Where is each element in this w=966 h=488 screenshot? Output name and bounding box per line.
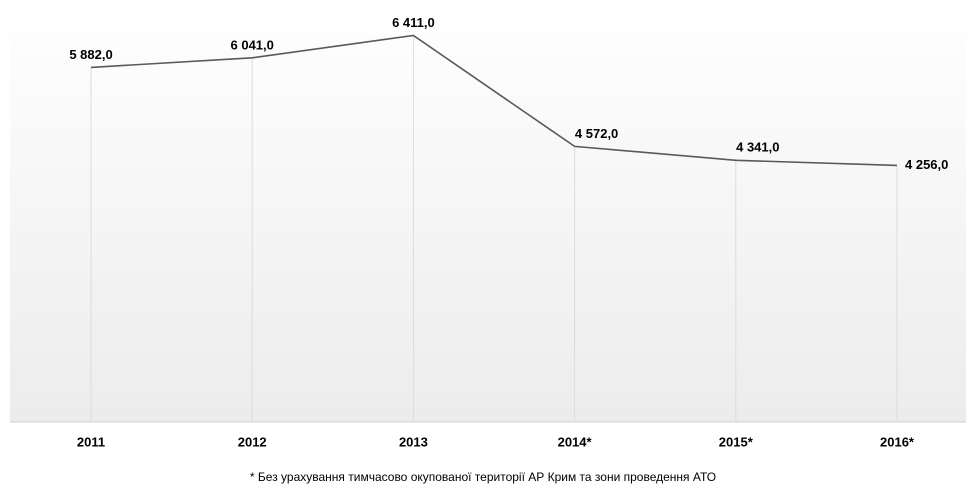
data-label: 6 411,0 xyxy=(392,15,435,30)
footnote: * Без урахування тимчасово окупованої те… xyxy=(250,470,716,484)
x-tick-label: 2013 xyxy=(399,434,428,449)
series-line xyxy=(90,34,898,167)
x-tick-label: 2014* xyxy=(558,434,593,449)
plot-area xyxy=(10,0,966,422)
data-label: 4 572,0 xyxy=(575,126,618,141)
x-tick-label: 2015* xyxy=(719,434,754,449)
data-label: 4 256,0 xyxy=(905,157,948,172)
x-tick-label: 2011 xyxy=(77,434,105,449)
data-label: 4 341,0 xyxy=(736,140,779,155)
data-label: 5 882,0 xyxy=(69,47,112,62)
x-tick-label: 2012 xyxy=(238,434,267,449)
data-label: 6 041,0 xyxy=(231,37,274,52)
x-tick-label: 2016* xyxy=(880,434,915,449)
